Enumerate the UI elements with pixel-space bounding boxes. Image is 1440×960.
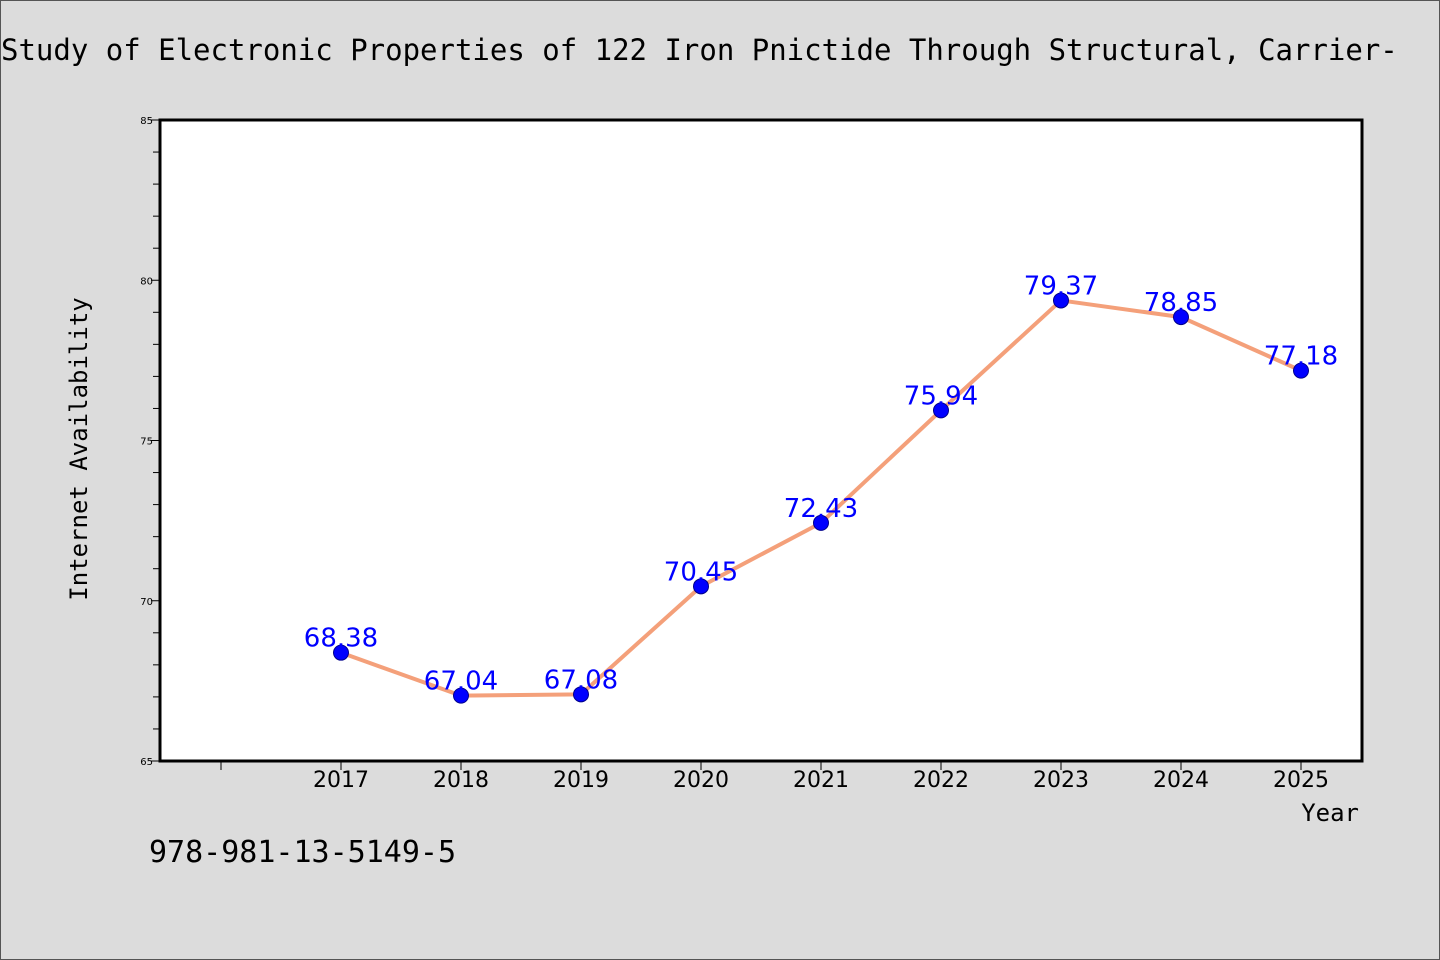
y-axis: 65 70 75 80 85 (140, 116, 160, 768)
x-tick-label: 2019 (553, 768, 609, 793)
chart-title: Study of Electronic Properties of 122 Ir… (1, 33, 1398, 67)
data-label: 78.85 (1144, 288, 1218, 318)
data-point (1173, 309, 1189, 326)
isbn-text: 978-981-13-5149-5 (149, 835, 457, 870)
data-point (813, 514, 829, 531)
x-tick-label: 2023 (1033, 768, 1089, 793)
x-tick-label: 2022 (913, 768, 969, 793)
data-label: 77.18 (1264, 342, 1338, 372)
x-tick-label: 2021 (793, 768, 849, 793)
y-tick-label: 65 (140, 757, 153, 768)
y-tick-label: 85 (140, 116, 153, 127)
data-label: 67.04 (424, 667, 498, 697)
y-tick-label: 70 (140, 597, 153, 608)
x-axis-label: Year (1301, 799, 1359, 827)
data-label: 68.38 (304, 624, 378, 654)
data-point (1053, 292, 1069, 309)
y-tick-label: 75 (140, 437, 153, 448)
data-label: 79.37 (1024, 271, 1098, 301)
x-tick-label: 2024 (1153, 768, 1209, 793)
x-tick-label: 2020 (673, 768, 729, 793)
data-point (693, 578, 709, 595)
x-tick-label: 2018 (433, 768, 489, 793)
series-group: 68.38 67.04 67.08 70.45 72.43 75.94 79.37 78.85… (304, 271, 1338, 704)
data-label: 75.94 (904, 381, 978, 411)
data-label: 72.43 (784, 494, 858, 524)
y-tick-label: 80 (140, 276, 153, 287)
data-label: 70.45 (664, 557, 738, 587)
data-point (1293, 362, 1309, 379)
data-label: 67.08 (544, 665, 618, 695)
y-axis-label: Internet Availability (65, 297, 93, 600)
data-point (573, 686, 589, 703)
x-axis: 2017 2018 2019 2020 2021 2022 2023 2024 2025 (220, 761, 1329, 793)
data-point (933, 402, 949, 419)
data-point (453, 687, 469, 704)
x-tick-label: 2017 (313, 768, 369, 793)
plot-area (158, 118, 1364, 763)
x-tick-label: 2025 (1273, 768, 1329, 793)
data-point (333, 644, 349, 661)
